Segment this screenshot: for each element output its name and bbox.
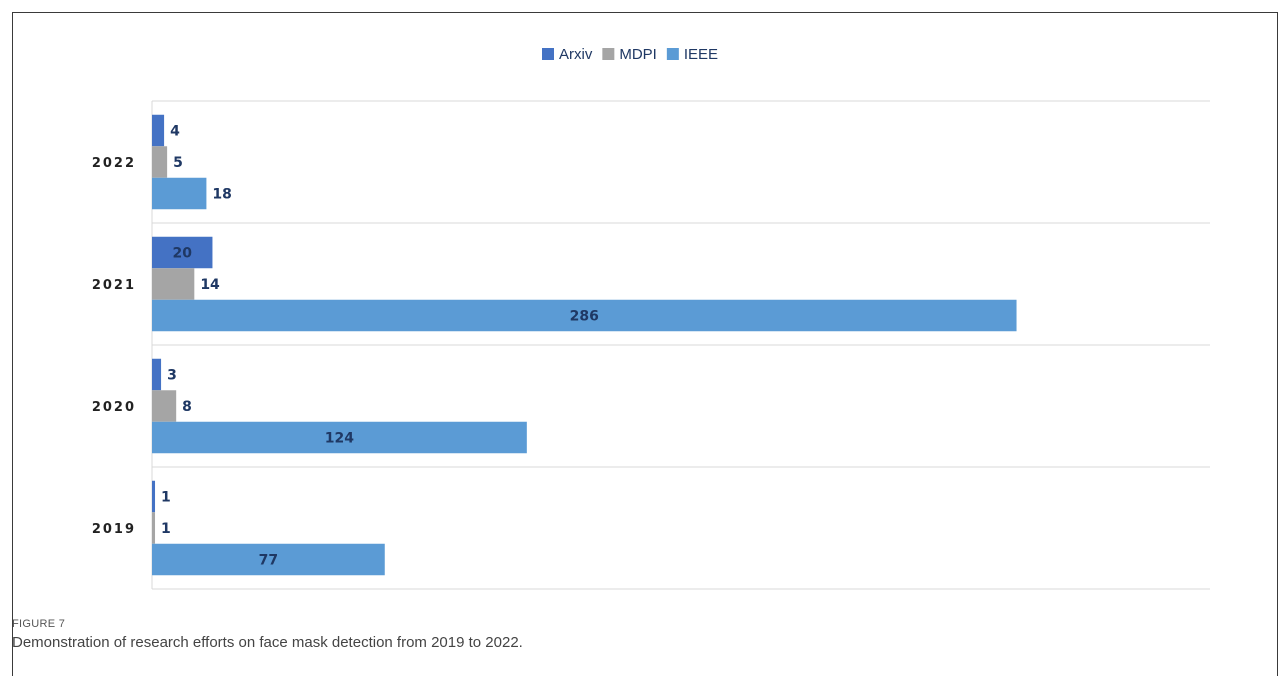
bar-ieee <box>152 421 527 454</box>
legend-label-mdpi: MDPI <box>619 46 657 63</box>
chart-legend: Arxiv MDPI IEEE <box>542 46 718 63</box>
legend-swatch-mdpi <box>602 48 615 60</box>
bar-ieee <box>152 177 207 210</box>
data-label: 286 <box>570 309 599 325</box>
bar-mdpi <box>152 512 156 544</box>
bar-chart: Arxiv MDPI IEEE 2022 4 5 18 2021 20 14 286 2020 38 1… <box>92 46 1210 590</box>
category-label: 2019 <box>92 522 136 537</box>
bar-mdpi <box>152 390 177 422</box>
legend-swatch-ieee <box>666 48 679 60</box>
data-label: 1 <box>161 490 171 506</box>
data-label: 20 <box>172 246 192 262</box>
category-label: 2020 <box>92 400 136 415</box>
data-label: 5 <box>173 155 183 171</box>
bar-ieee <box>152 299 1017 332</box>
bar-arxiv <box>152 480 156 513</box>
bar-ieee <box>152 543 385 576</box>
legend-label-ieee: IEEE <box>684 46 718 63</box>
data-label: 1 <box>161 521 171 537</box>
bar-arxiv <box>152 236 213 269</box>
category-label: 2022 <box>92 156 136 171</box>
bar-arxiv <box>152 114 165 147</box>
figure-label: FIGURE 7 <box>12 618 66 630</box>
legend-swatch-arxiv <box>542 48 554 60</box>
data-label: 8 <box>182 399 192 415</box>
data-label: 77 <box>259 553 278 569</box>
legend-label-arxiv: Arxiv <box>559 46 593 63</box>
category-label: 2021 <box>92 278 136 293</box>
data-label: 18 <box>212 187 231 203</box>
data-label: 3 <box>167 368 177 384</box>
bar-mdpi <box>152 146 168 178</box>
figure-caption: Demonstration of research efforts on fac… <box>12 634 523 651</box>
plot-area: 2022 4 5 18 2021 20 14 286 2020 38 124 2019 1 1 77 <box>92 100 1210 590</box>
data-label: 124 <box>325 431 354 447</box>
bar-mdpi <box>152 268 195 300</box>
bar-arxiv <box>152 358 162 391</box>
data-label: 4 <box>170 124 180 140</box>
data-label: 14 <box>200 277 220 293</box>
